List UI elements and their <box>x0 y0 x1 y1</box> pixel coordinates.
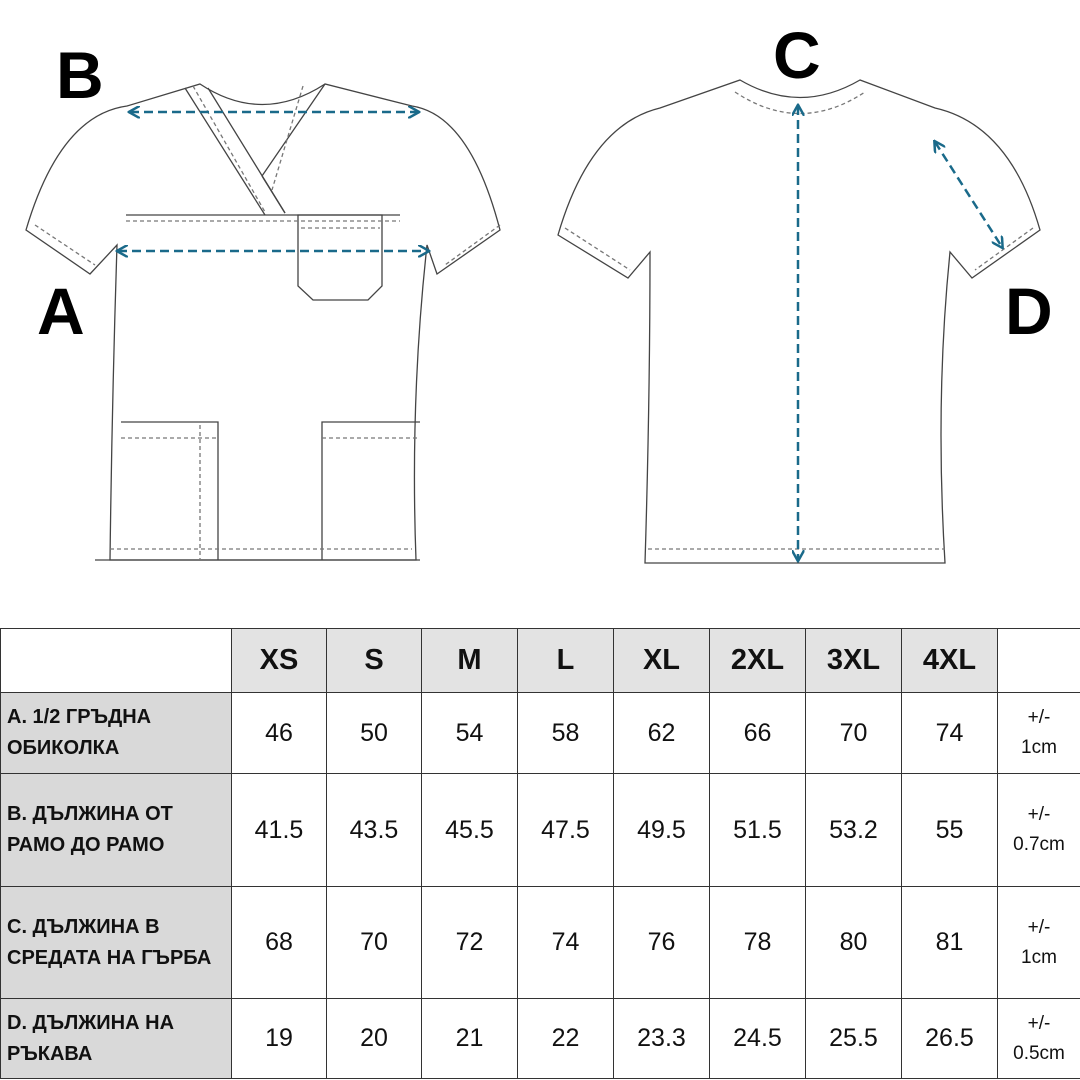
cell-value: 76 <box>613 886 710 999</box>
cell-value: 51.5 <box>709 773 806 887</box>
size-header: S <box>326 628 422 693</box>
arrow-d-sleeve <box>935 142 1002 247</box>
size-header: XL <box>613 628 710 693</box>
cell-value: 54 <box>421 692 518 774</box>
tolerance-sign: +/- <box>1027 804 1051 825</box>
cell-value: 25.5 <box>805 998 902 1079</box>
cell-value: 81 <box>901 886 998 999</box>
cell-value: 68 <box>231 886 327 999</box>
header-blank <box>0 628 232 693</box>
cell-value: 21 <box>421 998 518 1079</box>
tolerance-cell: +/- 1cm <box>997 692 1080 774</box>
table-row: D. ДЪЛЖИНА НА РЪКАВА 19 20 21 22 23.3 24.5 25.5… <box>0 998 1080 1079</box>
cell-value: 47.5 <box>517 773 614 887</box>
cell-value: 26.5 <box>901 998 998 1079</box>
size-header: L <box>517 628 614 693</box>
tolerance-sign: +/- <box>1027 1012 1051 1034</box>
label-b: B <box>56 38 104 112</box>
tolerance-sign: +/- <box>1027 707 1051 728</box>
measurement-arrows <box>118 106 1002 560</box>
cell-value: 45.5 <box>421 773 518 887</box>
cell-value: 78 <box>709 886 806 999</box>
header-blank <box>997 628 1080 693</box>
cell-value: 50 <box>326 692 422 774</box>
tolerance-cell: +/- 0.7cm <box>997 773 1080 887</box>
tolerance-cell: +/- 0.5cm <box>997 998 1080 1079</box>
row-label: A. 1/2 ГРЪДНА ОБИКОЛКА <box>0 692 232 774</box>
cell-value: 43.5 <box>326 773 422 887</box>
row-label: C. ДЪЛЖИНА В СРЕДАТА НА ГЪРБА <box>0 886 232 999</box>
cell-value: 72 <box>421 886 518 999</box>
size-table: XS S M L XL 2XL 3XL 4XL A. 1/2 ГРЪДНА ОБ… <box>0 628 1080 1079</box>
cell-value: 19 <box>231 998 327 1079</box>
tolerance-sign: +/- <box>1027 916 1051 938</box>
garment-diagram <box>25 79 1041 564</box>
front-shirt <box>25 83 501 561</box>
size-header: 3XL <box>805 628 902 693</box>
tolerance-value: 1cm <box>1021 737 1057 758</box>
cell-value: 74 <box>517 886 614 999</box>
size-header: M <box>421 628 518 693</box>
cell-value: 22 <box>517 998 614 1079</box>
table-row: A. 1/2 ГРЪДНА ОБИКОЛКА 46 50 54 58 62 66 70 74 +/… <box>0 692 1080 774</box>
cell-value: 74 <box>901 692 998 774</box>
table-row: B. ДЪЛЖИНА ОТ РАМО ДО РАМО 41.5 43.5 45.5 47… <box>0 773 1080 887</box>
size-header: XS <box>231 628 327 693</box>
cell-value: 80 <box>805 886 902 999</box>
size-header: 2XL <box>709 628 806 693</box>
tolerance-value: 0.5cm <box>1013 1042 1065 1064</box>
cell-value: 58 <box>517 692 614 774</box>
cell-value: 66 <box>709 692 806 774</box>
label-c: C <box>773 18 821 92</box>
tolerance-value: 1cm <box>1021 946 1057 968</box>
label-d: D <box>1005 274 1053 348</box>
size-header: 4XL <box>901 628 998 693</box>
cell-value: 23.3 <box>613 998 710 1079</box>
header-row: XS S M L XL 2XL 3XL 4XL <box>0 628 1080 693</box>
table-row: C. ДЪЛЖИНА В СРЕДАТА НА ГЪРБА 68 70 72 74 76 7… <box>0 886 1080 999</box>
cell-value: 70 <box>805 692 902 774</box>
cell-value: 41.5 <box>231 773 327 887</box>
cell-value: 46 <box>231 692 327 774</box>
cell-value: 70 <box>326 886 422 999</box>
cell-value: 55 <box>901 773 998 887</box>
cell-value: 24.5 <box>709 998 806 1079</box>
cell-value: 49.5 <box>613 773 710 887</box>
label-a: A <box>37 274 85 348</box>
cell-value: 53.2 <box>805 773 902 887</box>
row-label: B. ДЪЛЖИНА ОТ РАМО ДО РАМО <box>0 773 232 887</box>
cell-value: 62 <box>613 692 710 774</box>
tolerance-value: 0.7cm <box>1013 834 1065 855</box>
row-label: D. ДЪЛЖИНА НА РЪКАВА <box>0 998 232 1079</box>
tolerance-cell: +/- 1cm <box>997 886 1080 999</box>
cell-value: 20 <box>326 998 422 1079</box>
